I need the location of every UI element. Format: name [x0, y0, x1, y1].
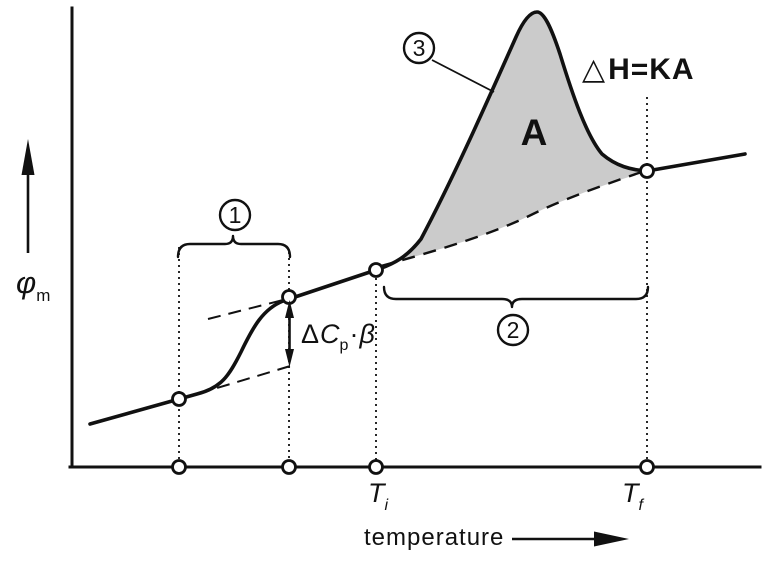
curve-marker [639, 163, 655, 179]
x-axis-arrow-head [594, 531, 629, 547]
t-initial-label: Ti [368, 478, 389, 514]
step-dot: · [349, 319, 358, 349]
tangent-line-lower [196, 363, 298, 395]
step-height-arrow-head-up [285, 300, 294, 318]
x-axis-label: temperature [364, 524, 504, 551]
region1-callout-circle [218, 198, 252, 232]
region2-callout-circle [496, 313, 530, 347]
enthalpy-formula-rest: H=KA [608, 53, 695, 86]
peak-shaded-area [388, 12, 647, 264]
main-curve [88, 10, 747, 426]
t-final-main: T [622, 478, 641, 508]
peak-callout-label: 3 [413, 35, 426, 61]
t-final-subscript: f [639, 497, 645, 514]
step-height-arrow-head-down [285, 349, 294, 367]
t-initial-main: T [368, 478, 387, 508]
y-axis-arrow-head [21, 139, 35, 175]
axis-marker [171, 459, 187, 475]
curve-marker [171, 391, 187, 407]
t-final-label: Tf [622, 478, 645, 514]
y-axis-label-subscript: m [36, 286, 50, 305]
axis-marker [281, 459, 297, 475]
step-height-label: ΔCp·β [301, 319, 375, 354]
curve-marker [368, 262, 384, 278]
y-axis-label: φm [16, 265, 50, 305]
step-c-subscript: p [340, 337, 349, 354]
enthalpy-formula: △H=KA [582, 53, 695, 86]
peak-callout-circle [402, 31, 436, 65]
step-c: C [320, 319, 340, 349]
enthalpy-formula-delta: △ [582, 53, 606, 86]
peak-callout-pointer-line [431, 59, 495, 93]
region1-brace [176, 234, 292, 259]
t-initial-subscript: i [385, 497, 389, 514]
region1-callout-label: 1 [229, 202, 242, 228]
peak-area-label: A [521, 112, 548, 153]
y-axis-label-main: φ [16, 265, 36, 300]
step-delta: Δ [301, 319, 319, 349]
axis-marker [368, 459, 384, 475]
baseline-dashed-curve [380, 166, 654, 268]
curve-marker [281, 289, 297, 305]
region2-brace [382, 285, 650, 309]
region2-callout-label: 2 [507, 317, 520, 343]
step-beta: β [358, 319, 374, 349]
tangent-line-upper [207, 298, 288, 320]
axis-marker [639, 459, 655, 475]
